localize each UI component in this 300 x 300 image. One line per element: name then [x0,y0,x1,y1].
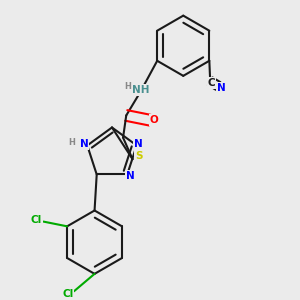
Text: N: N [134,139,142,149]
Text: Cl: Cl [62,289,73,299]
Text: S: S [135,151,143,161]
Text: H: H [68,138,75,147]
Text: N: N [126,171,135,181]
Text: Cl: Cl [31,215,42,225]
Text: NH: NH [132,85,149,95]
Text: H: H [124,82,131,91]
Text: N: N [80,139,88,149]
Text: O: O [149,115,158,125]
Text: C: C [208,78,216,88]
Text: N: N [217,82,226,93]
